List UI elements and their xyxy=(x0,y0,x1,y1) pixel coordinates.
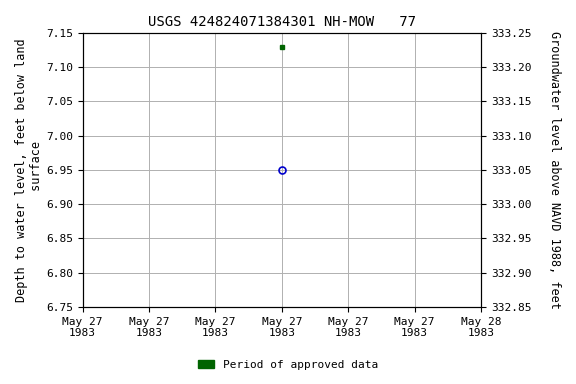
Y-axis label: Depth to water level, feet below land
 surface: Depth to water level, feet below land su… xyxy=(15,38,43,302)
Legend: Period of approved data: Period of approved data xyxy=(193,356,383,375)
Y-axis label: Groundwater level above NAVD 1988, feet: Groundwater level above NAVD 1988, feet xyxy=(548,31,561,309)
Title: USGS 424824071384301 NH-MOW   77: USGS 424824071384301 NH-MOW 77 xyxy=(148,15,416,29)
